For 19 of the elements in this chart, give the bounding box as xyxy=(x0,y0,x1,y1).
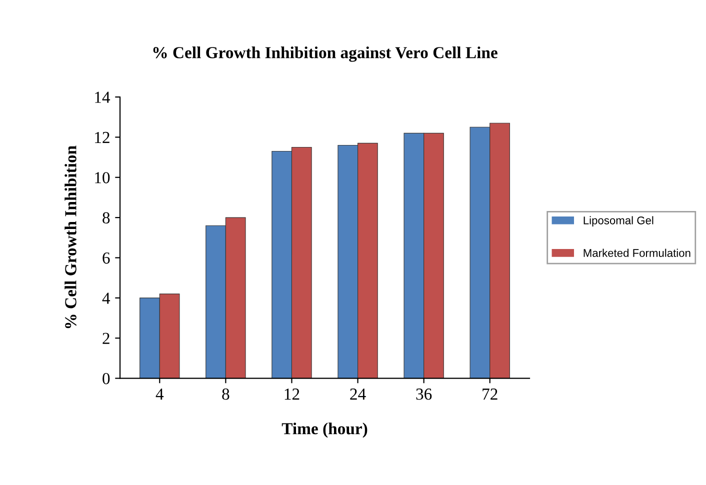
y-tick-label: 8 xyxy=(102,212,110,224)
y-tick-label: 4 xyxy=(102,292,110,304)
y-tick-label: 10 xyxy=(95,172,110,184)
y-tick-label: 14 xyxy=(95,92,110,103)
y-tick-label: 6 xyxy=(102,252,110,264)
x-tick-label: 24 xyxy=(350,388,366,400)
x-tick-label: 12 xyxy=(284,388,300,400)
x-tick-label: 8 xyxy=(222,388,230,400)
chart-title: % Cell Growth Inhibition against Vero Cell Line xyxy=(153,46,498,62)
y-tick-label: 2 xyxy=(102,332,110,344)
y-axis-title: % Cell Growth Inhibition xyxy=(64,146,76,328)
x-tick-label: 4 xyxy=(156,388,164,400)
legend-label: Liposomal Gel xyxy=(584,216,654,227)
y-tick-label: 0 xyxy=(102,373,110,384)
legend-label: Marketed Formulation xyxy=(584,248,690,257)
y-tick-label: 12 xyxy=(95,132,110,143)
x-tick-label: 72 xyxy=(482,388,498,400)
x-tick-label: 36 xyxy=(416,388,432,400)
x-axis-title: Time (hour) xyxy=(282,422,368,438)
